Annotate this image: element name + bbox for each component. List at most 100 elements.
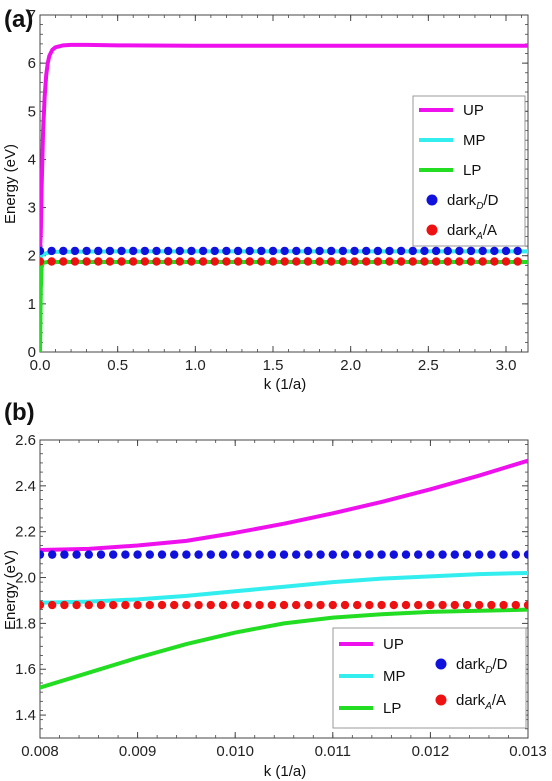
panel-label: (a) [4,6,33,33]
series-dot-darkd [292,246,301,256]
series-dot-darkd [121,550,130,559]
series-dot-darkd [268,246,278,256]
panel-a: (a) 0.0 0.5 1.0 1.5 2.0 2.5 3.0 0 1 2 3 4 5 6 7 k (1/a) E… [2,6,529,393]
series-dot-darka [328,600,337,610]
y-axis-title: Energy (eV) [2,550,19,630]
series-dot-darka [40,600,45,610]
legend-label-darka: darkA/A [447,222,497,242]
x-axis-title: k (1/a) [264,376,307,393]
series-dot-darkd [401,550,411,559]
series-line-up [40,458,528,553]
series-dot-darkd [82,246,91,256]
series-dot-darkd [47,246,56,256]
plot-frame [39,439,529,739]
series-dot-darka [523,600,528,610]
series-dot-darka [117,257,126,266]
series-dot-darkd [304,550,313,559]
series-dot-darkd [523,550,528,559]
series-dot-darkd [513,246,522,256]
x-tick-label: 0.010 [216,743,254,760]
series-dot-darkd [117,246,126,256]
series-dot-darkd [140,246,150,256]
series-dot-darkd [255,550,264,559]
series-dot-darkd [475,550,484,559]
series-dot-darkd [163,246,173,256]
legend-swatch-darka [435,694,447,706]
series-dot-darkd [157,550,167,559]
series-dot-darkd [353,550,362,559]
y-tick-label: 1.6 [15,661,36,678]
series-dot-darkd [365,550,374,559]
x-tick-label: 0.009 [119,743,157,760]
series-dot-darkd [396,246,406,256]
series-dot-darka [420,257,429,266]
series-dot-darka [133,600,142,610]
series-dot-darkd [431,246,441,256]
series-dot-darka [233,257,243,266]
series-dot-darka [70,257,80,266]
series-dot-darkd [408,246,418,256]
x-tick-label: 0.013 [509,743,547,760]
x-tick-label: 0.5 [107,357,128,374]
series-dot-darkd [94,246,103,256]
series-dot-darka [121,600,130,610]
series-dot-darkd [328,550,337,559]
series-dot-darkd [280,246,289,256]
y-tick-label: 3 [28,200,36,217]
legend-label-up: UP [463,102,484,119]
series-dot-darkd [145,550,154,559]
series-dot-darkd [455,246,464,256]
legend-label-lp: LP [463,162,481,179]
series-dot-darkd [450,550,459,559]
series-dot-darka [513,257,522,266]
y-axis-title: Energy (eV) [2,144,19,224]
series-dot-darka [499,600,508,610]
series-dot-darkd [129,246,138,256]
series-dot-darkd [233,246,243,256]
series-dot-darka [222,257,231,266]
plot-data [40,458,528,690]
legend-label-darkd: darkD/D [447,192,499,212]
series-dot-darka [443,257,452,266]
y-tick-label: 5 [28,103,36,120]
y-tick-label: 2.4 [15,478,36,495]
series-dot-darka [373,257,383,266]
series-dot-darkd [48,550,57,559]
x-tick-label: 1.5 [263,357,284,374]
series-dot-darka [96,600,106,610]
series-dot-darkd [377,550,386,559]
series-dot-darka [511,600,520,610]
series-dot-darkd [338,246,348,256]
series-dot-darka [72,600,81,610]
series-dot-darkd [70,246,80,256]
series-dot-darka [206,600,215,610]
legend-label-mp: MP [463,132,486,149]
series-dot-darka [450,600,459,610]
series-dot-darka [257,257,266,266]
panel-b: (b) 0.008 0.009 0.010 0.011 0.012 0.013 1.4 1.6 1… [2,399,547,780]
series-dot-darka [501,257,511,266]
series-dot-darka [94,257,103,266]
series-line-lp [40,259,528,352]
x-tick-label: 0.012 [412,743,450,760]
y-tick-label: 2.6 [15,432,36,449]
series-dot-darka [129,257,138,266]
series-dot-darka [401,600,411,610]
x-tick-label: 0.0 [30,357,51,374]
series-dot-darkd [385,246,394,256]
series-dot-darkd [350,246,359,256]
legend: UP MP LP darkD/D darkA/A [332,627,527,729]
series-dot-darka [292,600,301,610]
series-dot-darka [377,600,386,610]
series-dot-darkd [490,246,499,256]
series-line-mp [40,570,528,605]
series-dot-darka [353,600,362,610]
series-dot-darkd [373,246,383,256]
series-dot-darkd [40,550,45,559]
y-tick-label: 1.8 [15,615,36,632]
x-axis-title: k (1/a) [264,763,307,780]
series-dot-darkd [243,550,252,559]
series-dot-darka [145,600,154,610]
series-dot-darka [350,257,359,266]
series-dot-darkd [96,550,106,559]
